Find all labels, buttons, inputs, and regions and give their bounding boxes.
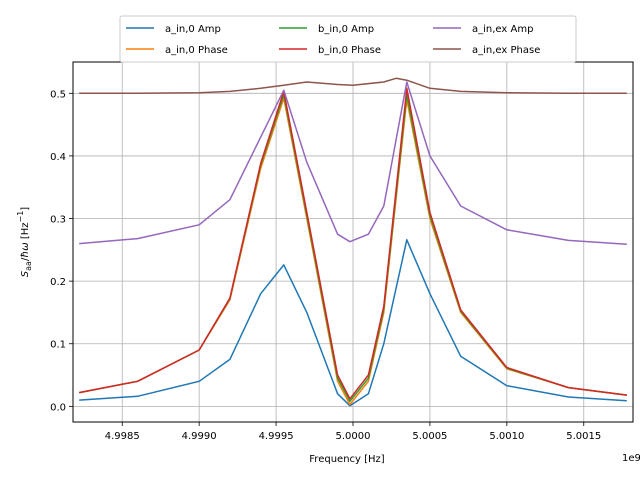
x-tick-label: 4.9990 xyxy=(182,431,217,442)
legend-label-5: a_in,ex Amp xyxy=(472,24,533,35)
legend-label-3: b_in,0 Amp xyxy=(318,24,374,35)
axis-ticks: 4.9985 4.9990 4.9995 5.0000 5.0005 5.0010 5.00… xyxy=(50,89,601,442)
y-axis-label: Saa/ħω [Hz−1] xyxy=(16,207,33,278)
x-axis-label: Frequency [Hz] xyxy=(309,454,385,465)
y-tick-label: 0.2 xyxy=(50,277,66,288)
legend-label-1: a_in,0 Amp xyxy=(165,24,221,35)
y-tick-label: 0.1 xyxy=(50,340,66,351)
x-tick-label: 4.9985 xyxy=(105,431,140,442)
y-tick-label: 0.3 xyxy=(50,215,66,226)
series-lines xyxy=(79,77,627,407)
series-line-1 xyxy=(79,239,627,407)
y-tick-label: 0.0 xyxy=(50,402,66,413)
legend: a_in,0 Amp a_in,0 Phase b_in,0 Amp b_in,0 P… xyxy=(119,15,577,63)
legend-box xyxy=(119,15,577,63)
series-line-4 xyxy=(79,87,627,400)
x-tick-label: 5.0010 xyxy=(489,431,524,442)
series-line-6 xyxy=(79,77,627,95)
y-tick-label: 0.4 xyxy=(50,152,66,163)
y-tick-label: 0.5 xyxy=(50,89,66,100)
legend-label-6: a_in,ex Phase xyxy=(472,45,540,56)
series-line-5 xyxy=(79,81,627,245)
x-tick-label: 5.0015 xyxy=(566,431,601,442)
x-tick-label: 5.0000 xyxy=(336,431,371,442)
legend-label-2: a_in,0 Phase xyxy=(165,45,228,56)
x-tick-label: 5.0005 xyxy=(412,431,447,442)
legend-label-4: b_in,0 Phase xyxy=(318,45,381,56)
x-tick-label: 4.9995 xyxy=(259,431,294,442)
x-axis-offset: 1e9 xyxy=(622,453,640,464)
